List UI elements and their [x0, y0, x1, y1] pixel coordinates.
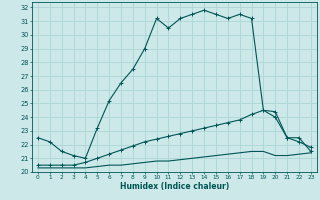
X-axis label: Humidex (Indice chaleur): Humidex (Indice chaleur) [120, 182, 229, 191]
